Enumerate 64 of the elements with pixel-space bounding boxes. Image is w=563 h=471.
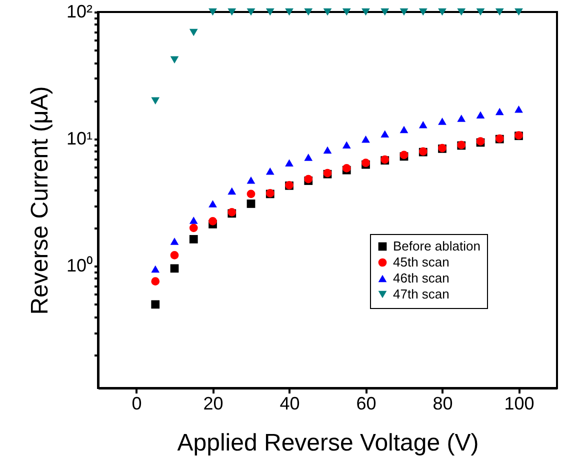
point: [266, 167, 274, 175]
legend-label: 45th scan: [393, 254, 450, 270]
point: [246, 176, 256, 184]
x-tick-label: 20: [203, 394, 224, 414]
point: [438, 118, 446, 125]
point: [228, 187, 236, 195]
y-axis-title: Reverse Current (μA): [26, 86, 54, 315]
point: [208, 200, 217, 208]
point: [170, 56, 179, 64]
point: [285, 8, 294, 16]
point: [495, 108, 504, 116]
point: [151, 97, 160, 104]
point: [400, 126, 408, 134]
point: [151, 265, 160, 273]
point: [323, 146, 332, 154]
point: [342, 141, 351, 149]
x-axis-title: Applied Reverse Voltage (V): [177, 430, 479, 456]
point: [189, 235, 198, 244]
point: [151, 300, 160, 309]
legend-label: 46th scan: [393, 270, 450, 286]
point: [380, 130, 390, 138]
point: [418, 120, 428, 128]
y-tick-label: 10⁰: [66, 256, 92, 276]
x-tick-label: 0: [132, 394, 142, 414]
point: [495, 8, 504, 16]
point: [476, 111, 485, 119]
point: [476, 8, 485, 16]
point: [514, 8, 523, 16]
point: [246, 190, 256, 198]
point: [438, 8, 446, 16]
point: [228, 8, 236, 16]
point: [304, 154, 313, 161]
point: [304, 8, 313, 16]
point: [457, 114, 466, 122]
point: [189, 224, 198, 232]
point: [285, 159, 294, 166]
point: [246, 200, 256, 208]
point: [400, 8, 408, 16]
x-tick-label: 100: [504, 394, 534, 414]
point: [208, 216, 217, 226]
point: [362, 135, 370, 143]
point: [418, 8, 428, 16]
point: [342, 8, 351, 16]
x-tick-label: 40: [280, 394, 300, 414]
point: [246, 8, 256, 16]
point: [362, 8, 370, 16]
point: [189, 216, 198, 224]
point: [457, 8, 466, 16]
point: [266, 8, 274, 16]
point: [380, 8, 390, 16]
x-tick-label: 80: [432, 394, 453, 414]
point: [170, 264, 179, 273]
y-tick-label: 10¹: [66, 128, 93, 149]
point: [170, 251, 179, 260]
legend-label: Before ablation: [393, 238, 480, 254]
legend-label: 47th scan: [393, 286, 450, 302]
x-tick-label: 60: [356, 394, 376, 414]
point: [514, 106, 523, 113]
y-tick-label: 10²: [66, 2, 93, 22]
point: [208, 8, 217, 16]
point: [151, 277, 160, 286]
point: [170, 238, 179, 245]
point: [189, 28, 198, 36]
point: [323, 8, 332, 16]
